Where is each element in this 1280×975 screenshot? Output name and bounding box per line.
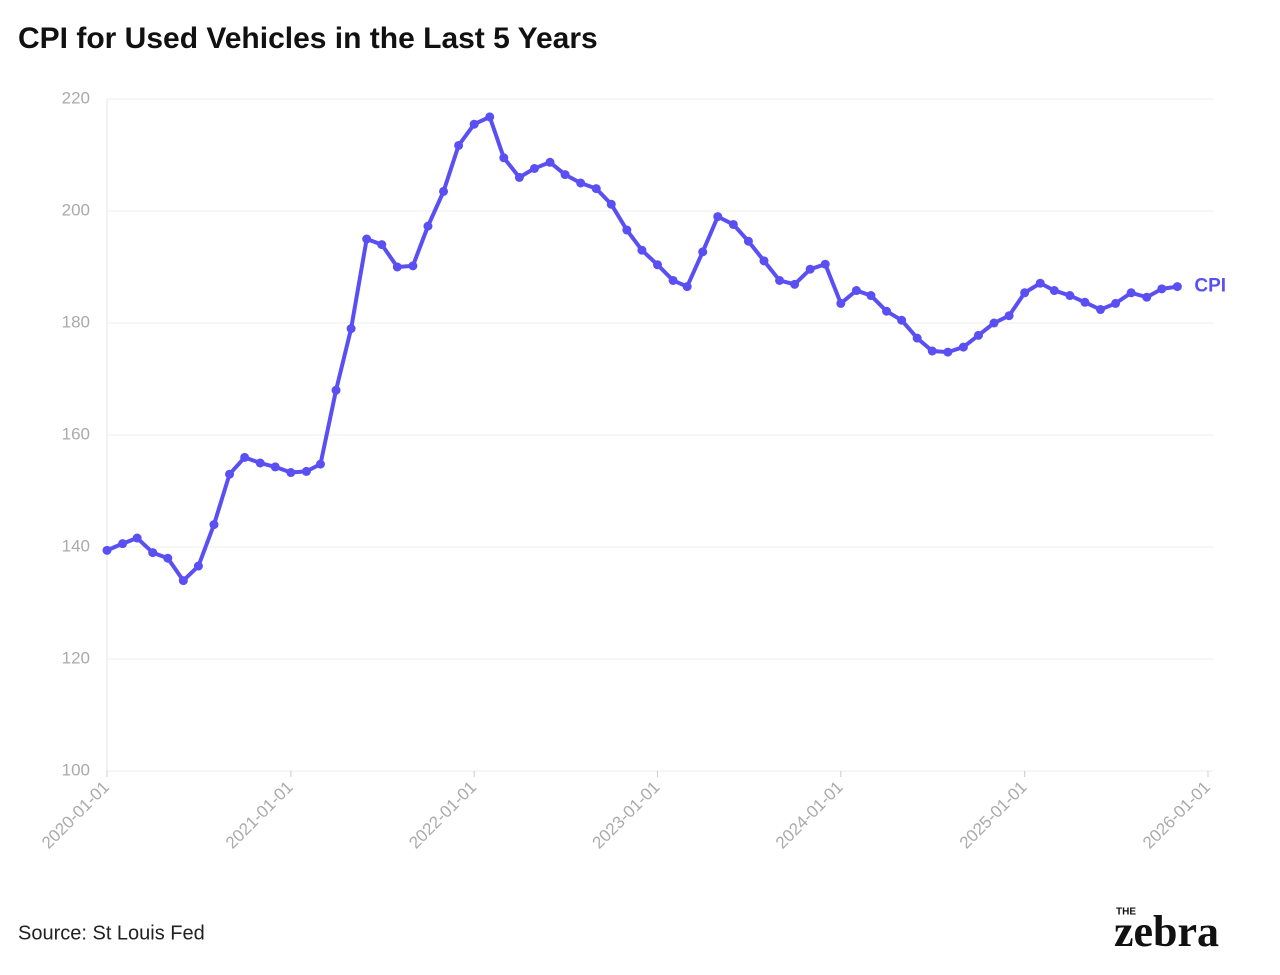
point [1020, 288, 1030, 298]
point [759, 256, 769, 266]
point [346, 324, 356, 334]
point [606, 199, 616, 209]
point [1080, 297, 1090, 307]
point [851, 286, 861, 296]
point [1004, 311, 1014, 321]
point [362, 234, 372, 244]
point [1035, 278, 1045, 288]
x-tick-label: 2024-01-01 [772, 778, 847, 853]
point [1142, 292, 1152, 302]
point [392, 262, 402, 272]
y-tick-label: 100 [62, 760, 90, 779]
point [653, 260, 662, 270]
point [178, 576, 188, 586]
point [225, 469, 235, 479]
chart-title: CPI for Used Vehicles in the Last 5 Year… [18, 22, 598, 55]
source: Source: St Louis Fed [18, 922, 205, 944]
point [315, 459, 325, 469]
point [882, 306, 892, 316]
x-tick-label: 2026-01-01 [1139, 778, 1214, 853]
point [423, 221, 433, 231]
point [973, 330, 983, 340]
point [331, 385, 341, 395]
point [485, 112, 495, 122]
y-tick-label: 220 [62, 88, 90, 107]
point [1111, 298, 1121, 308]
line [106, 114, 1178, 583]
x-tick-label: 2021-01-01 [222, 778, 297, 853]
point [545, 157, 555, 167]
y-tick-label: 140 [62, 536, 90, 555]
point [637, 245, 647, 255]
point [1049, 286, 1059, 296]
point [1157, 284, 1167, 294]
series-label: CPI [1194, 276, 1226, 297]
point [790, 279, 800, 289]
point [1096, 305, 1106, 315]
point [148, 548, 158, 558]
point [622, 225, 632, 235]
point [560, 170, 570, 180]
y-tick-label: 180 [62, 312, 90, 331]
logo-small: THE [1116, 907, 1136, 918]
y-tick-label: 160 [62, 424, 90, 443]
point [836, 298, 846, 308]
point [163, 553, 173, 563]
point [255, 458, 265, 468]
point [668, 275, 678, 285]
point [301, 466, 311, 476]
point [118, 539, 128, 549]
point [698, 247, 708, 257]
x-tick-label: 2023-01-01 [589, 778, 664, 853]
point [927, 346, 937, 356]
point [193, 561, 203, 571]
point [514, 172, 524, 182]
point [1126, 288, 1136, 298]
point [499, 153, 509, 163]
point [591, 184, 601, 194]
point [270, 462, 280, 472]
point [132, 533, 142, 543]
point [469, 119, 479, 129]
point [866, 291, 876, 301]
point [529, 163, 539, 173]
point [454, 140, 464, 150]
point [576, 178, 586, 188]
y-tick-label: 120 [62, 648, 90, 667]
point [897, 315, 907, 325]
y-tick-label: 200 [62, 200, 90, 219]
point [209, 520, 219, 530]
x-tick-label: 2025-01-01 [956, 778, 1031, 853]
point [1172, 282, 1182, 292]
point [805, 264, 815, 274]
point [728, 219, 738, 229]
point [943, 347, 953, 357]
point [408, 261, 418, 271]
point [439, 186, 449, 196]
point [240, 452, 250, 462]
x-tick-label: 2020-01-01 [38, 778, 113, 853]
point [286, 468, 296, 478]
point [958, 342, 968, 352]
point [377, 240, 387, 250]
point [912, 333, 922, 343]
logo: zebra [1114, 907, 1219, 956]
point [713, 212, 723, 222]
point [1065, 291, 1075, 301]
point [682, 282, 692, 292]
point [820, 259, 830, 269]
point [775, 275, 785, 285]
point [102, 545, 112, 555]
point [989, 318, 999, 328]
x-tick-label: 2022-01-01 [405, 778, 480, 853]
point [743, 236, 753, 246]
